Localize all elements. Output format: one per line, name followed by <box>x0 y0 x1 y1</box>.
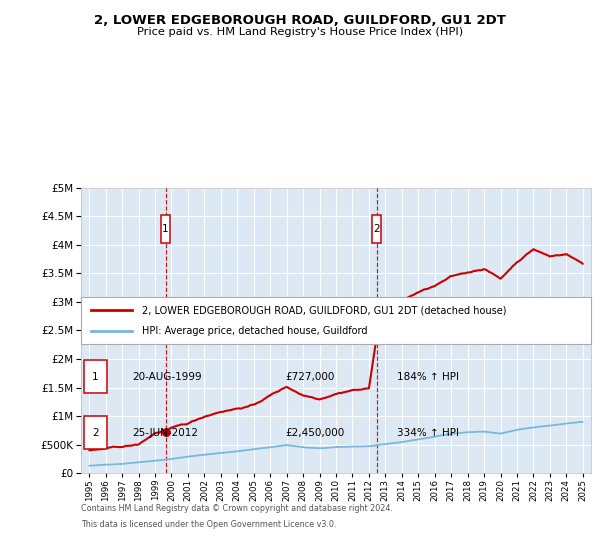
FancyBboxPatch shape <box>83 360 107 393</box>
Text: HPI: Average price, detached house, Guildford: HPI: Average price, detached house, Guil… <box>142 326 368 336</box>
Text: 2: 2 <box>92 428 98 437</box>
Text: 1: 1 <box>92 372 98 381</box>
Text: Contains HM Land Registry data © Crown copyright and database right 2024.: Contains HM Land Registry data © Crown c… <box>81 504 393 513</box>
Text: 1: 1 <box>162 224 169 234</box>
Text: 25-JUN-2012: 25-JUN-2012 <box>132 428 198 437</box>
Text: £727,000: £727,000 <box>285 372 334 381</box>
FancyBboxPatch shape <box>81 297 591 344</box>
Text: 2: 2 <box>373 224 380 234</box>
Text: 334% ↑ HPI: 334% ↑ HPI <box>397 428 459 437</box>
FancyBboxPatch shape <box>83 416 107 449</box>
Text: 184% ↑ HPI: 184% ↑ HPI <box>397 372 459 381</box>
Text: 20-AUG-1999: 20-AUG-1999 <box>132 372 202 381</box>
Text: 2, LOWER EDGEBOROUGH ROAD, GUILDFORD, GU1 2DT (detached house): 2, LOWER EDGEBOROUGH ROAD, GUILDFORD, GU… <box>142 305 506 315</box>
Text: Price paid vs. HM Land Registry's House Price Index (HPI): Price paid vs. HM Land Registry's House … <box>137 27 463 38</box>
Text: £2,450,000: £2,450,000 <box>285 428 344 437</box>
FancyBboxPatch shape <box>161 214 170 243</box>
Text: 2, LOWER EDGEBOROUGH ROAD, GUILDFORD, GU1 2DT: 2, LOWER EDGEBOROUGH ROAD, GUILDFORD, GU… <box>94 14 506 27</box>
Text: This data is licensed under the Open Government Licence v3.0.: This data is licensed under the Open Gov… <box>81 520 337 529</box>
FancyBboxPatch shape <box>372 214 382 243</box>
